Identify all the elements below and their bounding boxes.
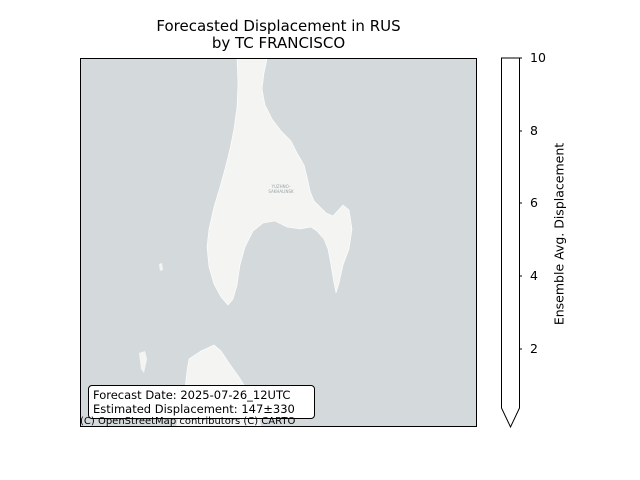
map-panel[interactable]: YUZHNO- SAKHALINSK xyxy=(80,58,477,427)
islet xyxy=(321,232,325,238)
colorbar-tick-label-2: 2 xyxy=(530,341,538,356)
estimated-displacement-text: Estimated Displacement: 147±330 xyxy=(93,402,295,416)
map-attribution: (C) OpenStreetMap contributors (C) CARTO xyxy=(80,416,296,427)
rebun-island xyxy=(139,351,147,373)
colorbar-label: Ensemble Avg. Displacement xyxy=(551,142,567,326)
map-basemap xyxy=(139,59,353,426)
colorbar-body xyxy=(501,57,520,429)
islet xyxy=(314,212,320,216)
islet-west xyxy=(159,263,163,271)
forecast-info-box: Forecast Date: 2025-07-26_12UTC Estimate… xyxy=(88,385,315,419)
city-label-line1: YUZHNO- xyxy=(271,184,291,189)
colorbar-tick-label-10: 10 xyxy=(530,50,546,65)
sakhalin-island xyxy=(206,59,353,306)
colorbar-tick-label-4: 4 xyxy=(530,268,538,283)
colorbar xyxy=(501,57,522,429)
chart-title-line1: Forecasted Displacement in RUS xyxy=(156,17,401,35)
city-label-line2: SAKHALINSK xyxy=(268,189,294,194)
forecast-date-text: Forecast Date: 2025-07-26_12UTC xyxy=(93,388,291,402)
chart-title-line2: by TC FRANCISCO xyxy=(211,34,346,52)
colorbar-tick-label-8: 8 xyxy=(530,123,538,138)
colorbar-tick-label-6: 6 xyxy=(530,195,538,210)
